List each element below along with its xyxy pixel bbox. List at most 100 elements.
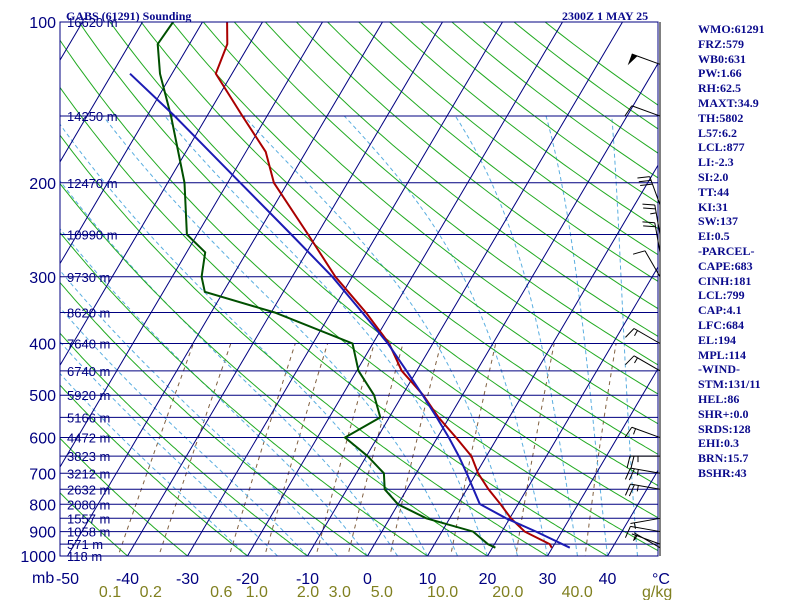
chart-series (129, 22, 571, 549)
height-label: 16620 m (67, 15, 118, 30)
index-row: EL:194 (698, 332, 737, 347)
wind-barb-halfflag (633, 535, 637, 542)
pressure-tick-label: 500 (29, 388, 56, 405)
isotherm (486, 265, 658, 556)
wind-barb-flag (625, 328, 635, 338)
wind-barb-staff (633, 355, 661, 372)
wind-barb-flag (628, 484, 635, 497)
index-row: WMO:61291 (698, 22, 765, 36)
index-row: HEL:86 (698, 391, 740, 406)
wind-barb (625, 355, 661, 372)
dry-adiabat (60, 134, 549, 556)
wind-barb (630, 517, 661, 529)
index-row: SRDS:128 (698, 421, 751, 436)
dry-adiabat (233, 22, 658, 366)
temperature-tick-label: -30 (176, 571, 199, 588)
height-label: 2632 m (67, 482, 110, 497)
temperature-tick-label: 30 (539, 571, 557, 588)
mixing-ratio-line (264, 343, 329, 556)
moist-adiabat (60, 306, 308, 556)
index-row: BSHR:43 (698, 465, 747, 480)
wind-barb-flag (643, 225, 656, 228)
moist-adiabat (60, 372, 248, 556)
wind-barb-staff (649, 176, 661, 206)
temperature-tick-label: -20 (236, 571, 259, 588)
mixing-ratio-label: 5.0 (371, 584, 393, 600)
mixing-ratio-line (117, 343, 194, 556)
dry-adiabat (171, 22, 658, 425)
pressure-tick-label: 600 (29, 431, 56, 448)
index-row: EI:0.5 (698, 229, 730, 244)
valid-time: 2300Z 1 MAY 25 (562, 9, 649, 23)
temperature-tick-label: 0 (363, 571, 372, 588)
temperature-tick-label: -40 (116, 571, 139, 588)
wind-barb (633, 532, 661, 549)
pressure-tick-label: 300 (29, 270, 56, 287)
dewpoint-trace (156, 22, 496, 549)
pressure-tick-label: 700 (29, 466, 56, 483)
index-row: BRN:15.7 (698, 451, 749, 466)
mixing-ratio-line (228, 343, 296, 556)
moist-adiabat (60, 123, 428, 556)
index-row: SW:137 (698, 214, 739, 229)
index-row: TT:44 (698, 184, 730, 199)
dry-adiabat (60, 231, 429, 556)
temperature-tick-label: 10 (419, 571, 437, 588)
wind-barb-halfflag (634, 357, 638, 364)
isotherm (306, 22, 624, 556)
temperature-tick-label: 40 (599, 571, 617, 588)
height-label: 2080 m (67, 497, 110, 512)
wind-barb-staff (630, 517, 661, 525)
mixing-ratio-line (315, 343, 375, 556)
wind-barb-flag (624, 467, 631, 480)
wind-barb-flag (637, 176, 650, 179)
index-row: SI:2.0 (698, 169, 729, 184)
wind-barb-flag (640, 183, 653, 186)
index-row: FRZ:579 (698, 36, 744, 51)
wind-barb-staff (631, 426, 661, 439)
index-row: LFC:684 (698, 317, 744, 332)
wind-barb-halfflag (636, 469, 639, 476)
station-title: GABS (61291) Sounding (66, 9, 192, 23)
height-label: 10990 m (67, 227, 118, 242)
wind-barbs (624, 22, 661, 556)
index-row: LCL:877 (698, 140, 745, 155)
isotherm (126, 22, 444, 556)
wind-barb-flag (643, 207, 656, 210)
index-row: SHR+:0.0 (698, 406, 749, 421)
mixing-ratio-label: 2.0 (297, 584, 319, 600)
chart-background-lines (60, 22, 658, 556)
isotherm (246, 22, 564, 556)
mixing-ratio-label: 0.1 (99, 584, 121, 600)
dry-adiabat (109, 22, 658, 487)
index-row: CAP:4.1 (698, 303, 742, 318)
wind-barb-halfflag (633, 428, 637, 435)
pressure-tick-label: 800 (29, 497, 56, 514)
wind-barb (624, 105, 661, 117)
wind-barb-staff (631, 53, 661, 65)
moist-adiabat (164, 115, 488, 556)
wind-barb (624, 467, 661, 481)
isotherm (366, 62, 658, 556)
height-label: 5166 m (67, 410, 110, 425)
index-row: RH:62.5 (698, 81, 741, 96)
wind-barb (631, 533, 661, 545)
dry-adiabat (357, 22, 658, 256)
dry-adiabat (78, 22, 658, 519)
dry-adiabat (326, 22, 658, 282)
mixing-ratio-unit-label: g/kg (642, 584, 672, 600)
temperature-tick-label: -50 (56, 571, 79, 588)
wind-barb-halfflag (650, 212, 657, 215)
height-label: 9730 m (67, 270, 110, 285)
wind-barb (626, 455, 660, 469)
wind-barb-flag (626, 455, 631, 469)
wind-barb-halfflag (636, 485, 639, 492)
index-row: WB0:631 (698, 51, 746, 66)
wind-barb (632, 250, 661, 278)
wind-barb-flag (624, 426, 633, 438)
wind-barb (627, 53, 661, 66)
index-row: L57:6.2 (698, 125, 737, 140)
height-label: 4472 m (67, 431, 110, 446)
mixing-ratio-line (158, 343, 232, 556)
